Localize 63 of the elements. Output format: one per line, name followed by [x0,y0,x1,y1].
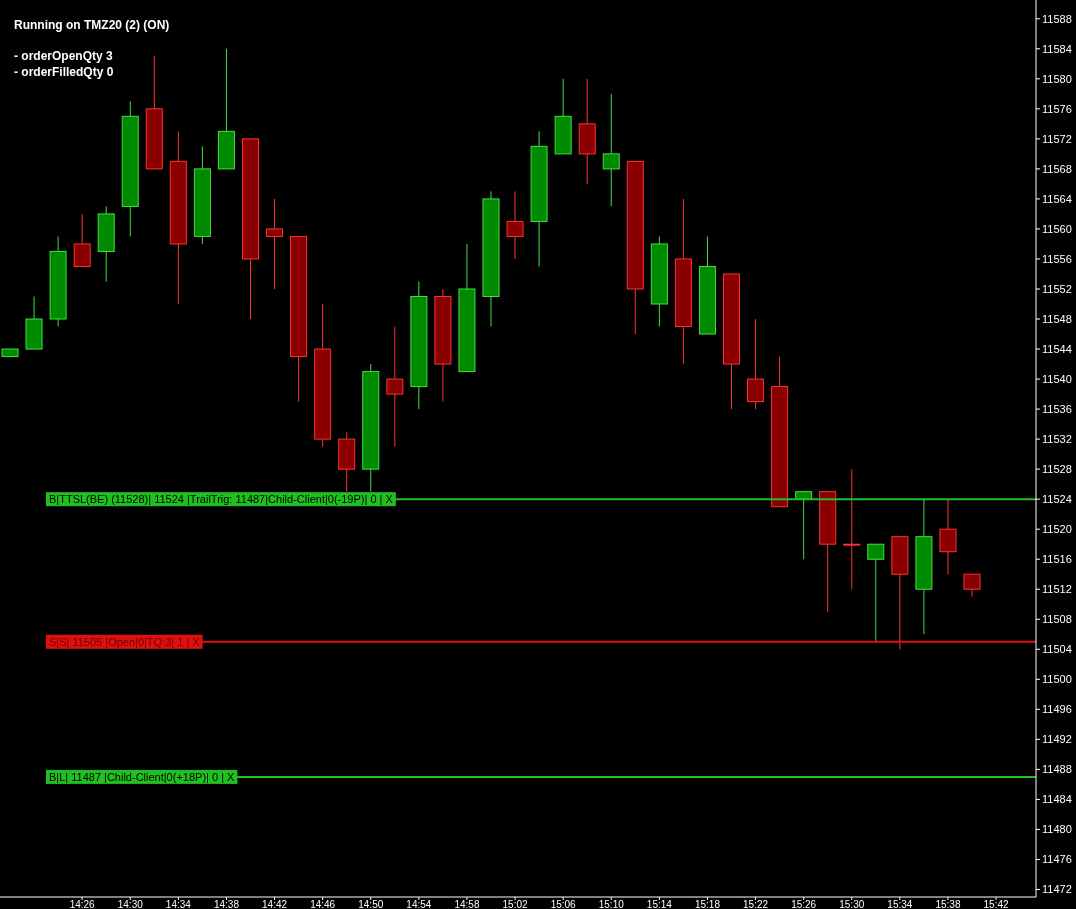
y-tick-label: 11520 [1042,523,1072,536]
y-tick-label: 11540 [1042,373,1072,386]
x-tick-label: 14:26 [69,899,96,909]
y-tick-label: 11544 [1042,343,1072,356]
x-tick-label: 15:10 [598,899,625,909]
candlestick [73,213,91,267]
candlestick [843,468,861,590]
candlestick [266,198,284,290]
x-tick-label: 14:46 [310,899,336,909]
y-tick-label: 11528 [1042,463,1072,476]
y-tick-label: 11496 [1042,703,1072,716]
y-tick-label: 11532 [1042,433,1072,446]
x-tick-label: 15:02 [502,899,528,909]
y-tick-label: 11552 [1042,282,1072,295]
x-tick-label: 15:42 [983,899,1009,909]
y-tick-label: 11504 [1042,643,1072,656]
y-tick-label: 11560 [1042,222,1072,235]
candlestick [506,190,524,260]
x-tick-label: 14:34 [165,899,192,909]
y-tick-label: 11476 [1042,853,1072,866]
candlestick [963,573,981,598]
y-tick-label: 11480 [1042,823,1072,836]
candlestick [867,543,885,643]
x-tick-label: 14:38 [213,899,240,909]
y-tick-label: 11512 [1042,583,1072,596]
x-tick-label: 15:22 [743,899,769,909]
x-tick-label: 15:26 [791,899,817,909]
y-tick-label: 11516 [1042,553,1072,566]
y-tick-label: 11580 [1042,72,1072,85]
y-tick-label: 11548 [1042,313,1072,326]
y-tick-label: 11524 [1042,493,1072,506]
y-tick-label: 11564 [1042,192,1072,205]
y-tick-label: 11492 [1042,733,1072,746]
y-tick-label: 11536 [1042,403,1072,416]
x-tick-label: 15:14 [646,899,673,909]
x-tick-label: 14:54 [406,899,432,909]
y-tick-label: 11508 [1042,613,1072,626]
candlestick [602,93,620,207]
text: Running on TMZ20 (2) (ON) [14,18,170,32]
y-tick-label: 11568 [1042,162,1072,175]
x-tick-label: 15:38 [935,899,961,909]
y-tick-label: 11584 [1042,42,1072,55]
y-tick-label: 11556 [1042,252,1072,265]
y-tick-label: 11488 [1042,763,1072,776]
y-tick-label: 11472 [1042,883,1072,896]
x-tick-label: 14:50 [358,899,384,909]
candlestick [939,498,957,575]
x-tick-label: 15:34 [887,899,913,909]
y-tick-label: 11500 [1042,673,1072,686]
y-tick-label: 11576 [1042,102,1072,115]
x-tick-label: 14:58 [454,899,480,909]
x-tick-label: 15:18 [694,899,721,909]
y-tick-label: 11588 [1042,12,1072,25]
y-tick-label: 11572 [1042,132,1072,145]
annotation: - orderFilledQty 0 [14,65,114,79]
x-tick-label: 15:30 [839,899,865,909]
candlestick [747,318,765,410]
y-tick-label: 11484 [1042,793,1072,806]
x-tick-label: 14:30 [117,899,144,909]
annotation: - orderOpenQty 3 [14,49,114,63]
x-tick-label: 15:06 [550,899,577,909]
x-tick-label: 14:42 [262,899,288,909]
candlestick [386,326,404,448]
